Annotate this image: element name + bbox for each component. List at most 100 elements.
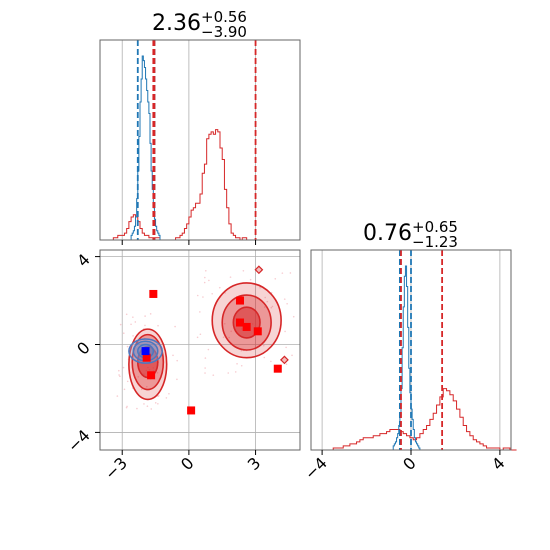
scatter-bg-point — [130, 323, 132, 326]
scatter-bg-point — [266, 300, 269, 303]
scatter-bg-point — [259, 286, 261, 289]
scatter-bg-point — [156, 371, 159, 374]
scatter-bg-point — [274, 277, 277, 280]
scatter-bg-point — [168, 392, 170, 395]
scatter-red-island — [254, 265, 264, 275]
scatter-bg-point — [291, 354, 293, 357]
scatter-bg-point — [223, 322, 226, 325]
hist-param2-title-lower: −1.23 — [412, 233, 458, 251]
scatter-bg-point — [289, 272, 292, 274]
scatter-bg-point — [286, 302, 288, 305]
scatter-bg-point — [240, 349, 243, 352]
scatter-bg-point — [144, 315, 146, 317]
scatter-xtick-label: 3 — [244, 453, 265, 474]
hist-param1-title-lower: −3.90 — [201, 23, 247, 41]
hist-param1-blue-series — [130, 55, 161, 240]
scatter-bg-point — [125, 313, 128, 316]
scatter-bg-point — [126, 405, 128, 408]
scatter-bg-point — [196, 294, 199, 297]
scatter-bg-point — [263, 356, 266, 359]
scatter-bg-point — [212, 374, 215, 376]
scatter-bg-point — [285, 346, 287, 349]
scatter-bg-point — [270, 306, 273, 309]
hist-param2-histograms — [332, 265, 517, 451]
hist-panel-param2: −4 0 4 0.76 +0.65 −1.23 — [301, 218, 517, 484]
scatter-bg-point — [236, 362, 238, 365]
scatter-bg-point — [149, 313, 152, 315]
scatter-red-marker — [236, 296, 244, 305]
scatter-bg-point — [242, 269, 245, 272]
scatter-ytick-label: 0 — [73, 338, 94, 359]
hist-param1-ticks — [121, 240, 257, 245]
scatter-bg-point — [143, 403, 145, 405]
scatter-bg-point — [285, 363, 288, 366]
scatter-bg-point — [119, 375, 121, 378]
hist-param1-histograms — [112, 55, 285, 241]
scatter-bg-point — [204, 367, 206, 369]
scatter-bg-point — [270, 360, 272, 363]
hist-param2-xtick-label: 0 — [399, 453, 420, 474]
scatter-bg-point — [196, 336, 199, 339]
scatter-bg-point — [125, 406, 128, 409]
hist-param1-title: 2.36 +0.56 −3.90 — [152, 8, 247, 41]
scatter-bg-point — [207, 348, 210, 351]
hist-param2-quantiles — [398, 250, 444, 450]
scatter-bg-point — [249, 278, 252, 281]
scatter-bg-point — [199, 311, 201, 313]
scatter-bg-point — [157, 395, 159, 397]
scatter-bg-point — [204, 372, 206, 374]
scatter-bg-point — [172, 354, 174, 357]
hist-param2-xtick-label: 4 — [488, 453, 509, 474]
scatter-bg-point — [203, 281, 206, 284]
scatter-xtick-label: −3 — [101, 453, 131, 483]
scatter-bg-point — [116, 395, 119, 397]
scatter-bg-point — [137, 376, 140, 378]
scatter-red-contour — [232, 306, 261, 339]
scatter-xtick-label: 0 — [177, 453, 198, 474]
scatter-frame — [99, 249, 301, 451]
scatter-bg-point — [146, 385, 148, 388]
hist-param2-xtick-label: −4 — [301, 453, 331, 483]
scatter-red-marker — [242, 322, 251, 331]
scatter-bg-point — [230, 330, 232, 333]
scatter-bg-point — [263, 306, 266, 308]
scatter-red-marker — [273, 364, 282, 373]
scatter-bg-point — [264, 296, 266, 299]
hist-param1-title-upper: +0.56 — [201, 8, 247, 26]
scatter-bg-point — [204, 276, 206, 279]
hist-param1-frame — [99, 39, 301, 241]
scatter-bg-point — [262, 344, 265, 347]
scatter-bg-point — [134, 321, 137, 323]
scatter-bg-point — [176, 359, 178, 362]
hist-param2-title: 0.76 +0.65 −1.23 — [363, 218, 458, 251]
scatter-red-marker — [236, 318, 244, 327]
scatter-bg-point — [283, 298, 286, 300]
scatter-bg-point — [204, 269, 207, 272]
scatter-bg-point — [123, 388, 126, 391]
scatter-red-marker — [147, 371, 156, 380]
hist-param2-blue-series — [392, 265, 421, 450]
scatter-bg-point — [281, 272, 284, 274]
scatter-bg-point — [211, 292, 213, 295]
scatter-bg-point — [228, 336, 230, 339]
scatter-bg-point — [234, 371, 237, 373]
scatter-red-marker — [253, 327, 262, 336]
scatter-bg-point — [126, 345, 129, 348]
scatter-red-marker — [142, 353, 151, 362]
scatter-bg-point — [140, 388, 143, 391]
scatter-bg-point — [157, 402, 159, 405]
scatter-bg-point — [227, 372, 230, 374]
hist-param2-title-upper: +0.65 — [412, 218, 458, 236]
scatter-bg-point — [218, 286, 221, 289]
scatter-bg-point — [174, 325, 176, 328]
scatter-bg-point — [144, 324, 146, 327]
scatter-points — [116, 265, 295, 415]
scatter-bg-point — [176, 378, 178, 381]
scatter-ytick-label: 4 — [73, 250, 94, 271]
scatter-bg-point — [240, 364, 243, 367]
scatter-blue-marker — [141, 347, 150, 356]
scatter-bg-point — [154, 402, 157, 404]
scatter-bg-point — [136, 407, 138, 410]
scatter-red-marker — [187, 406, 196, 415]
